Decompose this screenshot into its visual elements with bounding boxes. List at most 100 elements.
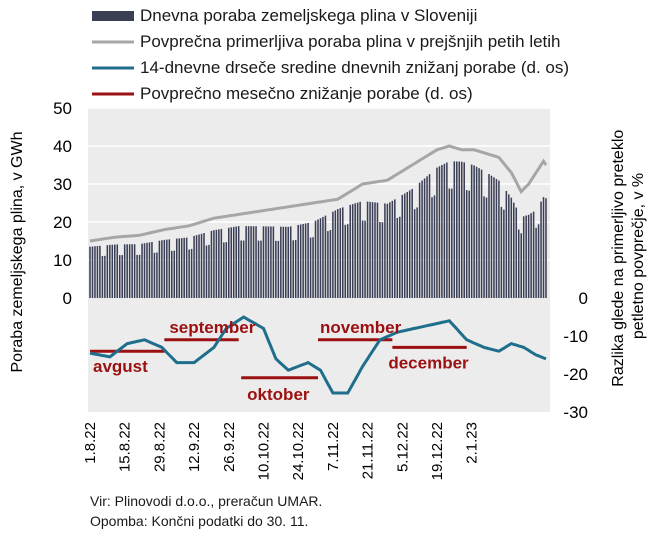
daily-bar [381,222,384,298]
daily-bar [96,246,99,298]
x-tick-label: 12.9.22 [186,422,203,472]
daily-bar [148,242,151,298]
daily-bar [463,162,465,298]
daily-bar [302,223,304,298]
daily-bar [359,201,361,298]
daily-bar [441,165,443,298]
daily-bar [413,209,416,298]
daily-bar [332,211,334,298]
daily-bar [354,203,356,298]
legend-label-average: Povprečna primerljiva poraba plina v pre… [140,32,561,51]
source-note: Vir: Plinovodi d.o.o., preračun UMAR. [90,493,323,509]
daily-bar [270,226,272,298]
chart-footer: Vir: Plinovodi d.o.o., preračun UMAR. Op… [90,491,322,531]
daily-bar [468,190,470,298]
daily-bar [213,230,215,298]
daily-bar [250,226,252,298]
daily-bar [317,219,319,298]
daily-bar [304,223,307,298]
daily-bar [280,226,282,298]
daily-bar [208,244,210,298]
daily-bar [520,233,522,298]
daily-bar [403,193,406,298]
daily-bar [364,220,366,298]
legend-item-moving-average: 14-dnevne drseče sredine dnevnih znižanj… [92,55,569,81]
legend-label-moving-average: 14-dnevne drseče sredine dnevnih znižanj… [140,58,570,77]
daily-bar [203,233,205,298]
daily-bar [448,188,451,298]
daily-bar [480,169,483,298]
left-tick-label: 0 [63,289,72,308]
daily-bar [307,222,309,298]
daily-bar [287,226,290,298]
daily-bar [503,209,505,298]
daily-bar [118,255,121,298]
month-label-november: november [320,318,402,337]
x-tick-label: 15.8.22 [117,422,134,472]
daily-bar [411,188,413,298]
daily-bar [500,206,503,298]
daily-bar [210,230,213,298]
legend-swatch-moving-average [92,66,134,70]
daily-bar [356,202,359,298]
daily-bar [508,194,510,298]
daily-bar [232,226,235,298]
daily-bar [171,250,173,298]
left-tick-label: 10 [53,251,72,270]
daily-bar [166,239,168,298]
daily-bar [141,243,143,298]
left-axis-label: Poraba zemeljskega plina, v GWh [9,132,26,373]
daily-bar [267,226,270,298]
daily-bar [240,240,242,298]
right-axis-label-line-2: petletno povprečje, v % [630,173,647,339]
daily-bar [369,201,371,298]
daily-bar [346,224,349,298]
x-tick-label: 1.8.22 [82,422,99,464]
right-axis-ticks: 0 -10 -20 -30 [563,289,588,422]
month-label-september: september [169,318,255,337]
legend-item-daily: Dnevna poraba zemeljskega plina v Sloven… [92,3,569,29]
daily-bar [252,226,255,298]
daily-bar [517,229,520,298]
daily-bar [294,239,297,298]
daily-bar [161,240,163,298]
daily-bar [366,201,369,298]
daily-bar [136,254,138,298]
daily-bar [242,240,245,298]
daily-bar [453,161,456,298]
month-labels: avgust september oktober november december [93,318,469,404]
daily-bar [312,237,314,298]
right-tick-label: 0 [579,289,588,308]
daily-bar [143,243,146,298]
daily-bar [495,178,498,298]
daily-bar [106,245,109,298]
daily-bar [460,161,463,298]
daily-bar [138,254,141,298]
daily-bar [522,216,525,298]
daily-bar [513,202,515,298]
legend: Dnevna poraba zemeljskega plina v Sloven… [92,3,569,107]
daily-bar [190,248,193,298]
left-tick-label: 20 [53,213,72,232]
daily-bar [537,224,540,298]
daily-bar [371,202,374,298]
daily-bar [265,226,267,298]
daily-bar [438,166,441,298]
left-tick-label: 30 [53,175,72,194]
daily-bar [451,188,453,298]
daily-bar [94,246,96,298]
daily-bar [431,197,433,298]
daily-bar [423,178,426,298]
daily-bar [151,241,153,298]
left-tick-label: 50 [53,99,72,118]
daily-bar [218,229,220,298]
daily-bar [389,202,391,298]
x-tick-label: 24.10.22 [290,422,307,480]
daily-bar [416,207,418,298]
daily-bar [168,239,171,298]
daily-bar [337,209,339,298]
daily-bar [225,242,228,298]
daily-bar [485,197,488,298]
daily-bar [89,246,91,298]
daily-bar [91,246,94,298]
